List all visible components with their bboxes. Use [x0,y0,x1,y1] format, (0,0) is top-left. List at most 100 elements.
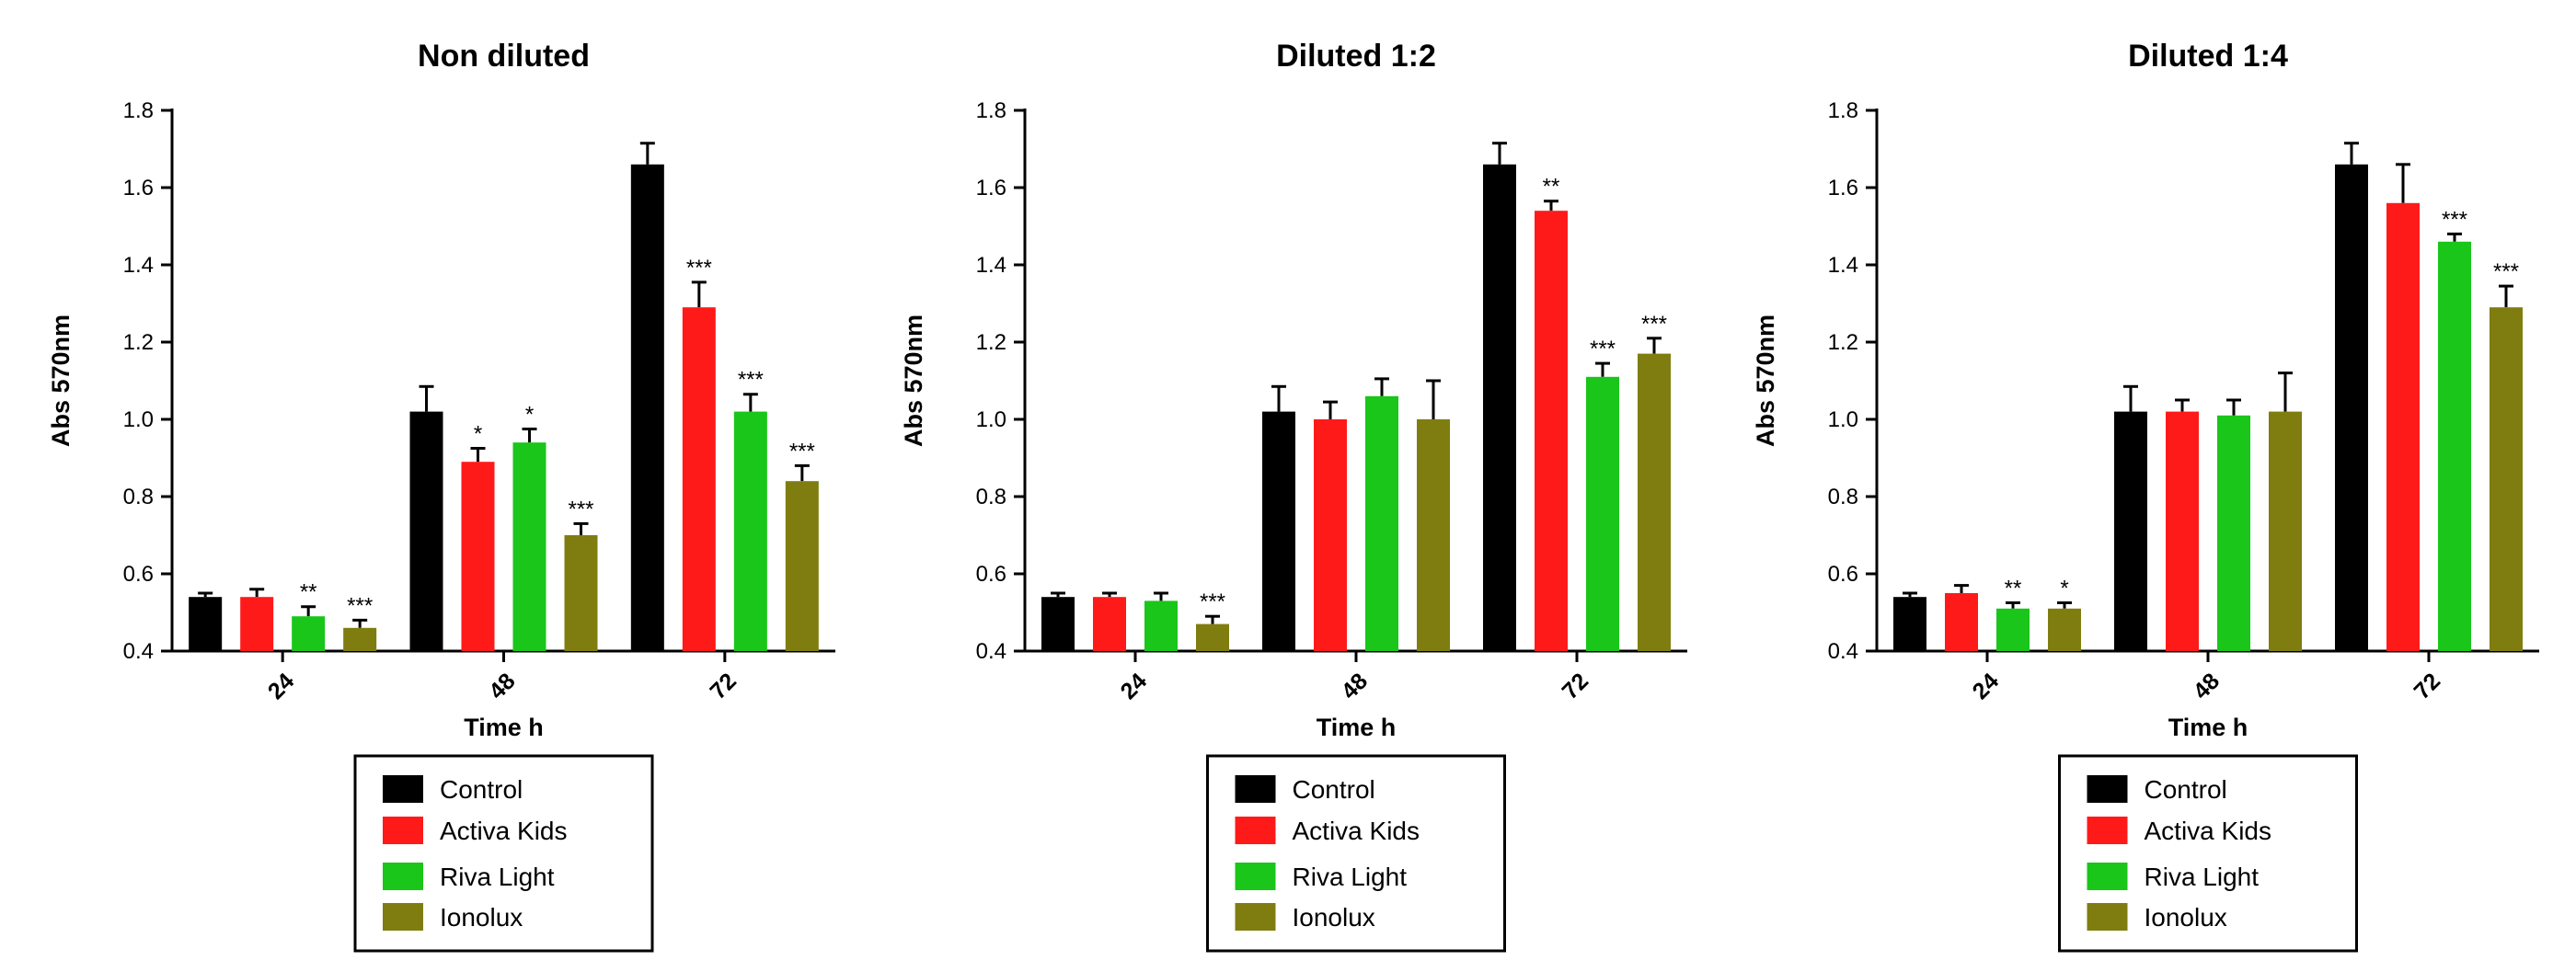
bar [1196,623,1229,651]
bar [409,411,443,651]
bar [1945,593,1978,651]
y-tick-label: 1.6 [1828,176,1858,200]
y-tick-label: 0.6 [1828,562,1858,587]
legend-swatch [1235,863,1276,890]
legend-label: Activa Kids [440,817,568,845]
bar [733,411,767,651]
y-tick-label: 1.8 [1828,98,1858,123]
legend-swatch [2087,903,2128,931]
bar [1144,600,1178,651]
y-tick-label: 0.6 [976,562,1006,587]
significance-label: *** [347,593,373,618]
chart-title: Diluted 1:4 [2128,39,2288,74]
y-axis-label: Abs 570nm [900,314,927,447]
legend-swatch [2087,863,2128,890]
legend-label: Ionolux [1293,903,1375,932]
chart-panel-3: Diluted 1:4 Abs 570nm 0.4 0.6 0.8 1.0 1.2 1.4 1.… [1752,39,2539,953]
y-tick-label: 0.4 [123,639,154,664]
legend-label: Ionolux [2145,903,2227,932]
bar [1365,395,1398,651]
x-axis-label: Time h [464,714,544,741]
legend-label: Riva Light [1293,863,1408,891]
legend: Control Activa Kids Riva Light Ionolux [2058,754,2358,953]
bar [2386,202,2420,652]
legend-swatch [383,775,423,803]
bar [1262,411,1295,651]
significance-label: * [525,403,534,428]
bar [1586,376,1619,651]
bar [785,481,819,651]
chart-panel-1: Non diluted Abs 570nm 0.4 0.6 0.8 1.0 1.2 1.4 1.… [47,39,835,953]
y-tick-label: 0.4 [1828,639,1858,664]
significance-label: *** [1641,312,1667,337]
legend-label: Activa Kids [2145,817,2272,845]
significance-label: *** [1590,337,1616,361]
significance-label: *** [789,439,815,463]
bar [1314,419,1347,651]
y-tick-label: 1.0 [1828,407,1858,432]
y-tick-label: 1.4 [976,253,1006,278]
y-tick-label: 1.0 [123,407,154,432]
bar [343,627,377,651]
legend-label: Ionolux [440,903,523,932]
legend-label: Control [1293,775,1375,804]
y-tick-label: 1.6 [976,176,1006,200]
significance-label: * [474,422,482,447]
y-tick-label: 0.8 [976,485,1006,509]
bar [1535,211,1568,651]
legend-label: Riva Light [2145,863,2260,891]
bar [1041,597,1075,651]
y-tick-label: 1.2 [1828,330,1858,355]
legend-swatch [2087,817,2128,844]
significance-label: *** [568,497,593,521]
legend-label: Activa Kids [1293,817,1420,845]
legend-label: Control [440,775,523,804]
y-tick-label: 1.6 [123,176,154,200]
bar [2217,415,2250,651]
legend-swatch [1235,775,1276,803]
bar [512,442,546,651]
y-tick-label: 1.4 [123,253,154,278]
bar [1996,608,2030,651]
chart-panel-2: Diluted 1:2 Abs 570nm 0.4 0.6 0.8 1.0 1.2 1.4 1.… [900,39,1687,953]
legend-swatch [1235,903,1276,931]
legend-swatch [383,903,423,931]
y-tick-label: 0.4 [976,639,1006,664]
legend-swatch [383,863,423,890]
bar [2114,411,2147,651]
legend: Control Activa Kids Riva Light Ionolux [353,754,654,953]
x-axis-label: Time h [2168,714,2248,741]
significance-label: * [2060,577,2068,601]
significance-label: *** [2493,259,2519,284]
y-axis-label: Abs 570nm [1752,314,1779,447]
bar [2335,164,2368,652]
bar [189,597,223,651]
y-tick-label: 1.8 [976,98,1006,123]
chart-title: Non diluted [418,39,590,74]
bar [630,164,664,652]
bar [2048,608,2081,651]
y-tick-label: 1.0 [976,407,1006,432]
significance-label: *** [686,256,712,280]
bar [2490,307,2523,651]
significance-label: ** [300,580,317,605]
y-tick-label: 1.2 [123,330,154,355]
bar [240,597,274,651]
y-tick-label: 0.6 [123,562,154,587]
bar [2438,241,2471,651]
bar [461,462,495,651]
legend-swatch [1235,817,1276,844]
significance-label: *** [738,368,764,393]
bar [1417,419,1450,651]
legend-swatch [2087,775,2128,803]
significance-label: ** [2005,577,2022,601]
y-tick-label: 1.2 [976,330,1006,355]
y-tick-label: 1.8 [123,98,154,123]
significance-label: *** [2442,207,2467,232]
legend-label: Control [2145,775,2227,804]
bar [1893,597,1926,651]
bar [1638,353,1671,651]
legend-swatch [383,817,423,844]
y-tick-label: 0.8 [123,485,154,509]
